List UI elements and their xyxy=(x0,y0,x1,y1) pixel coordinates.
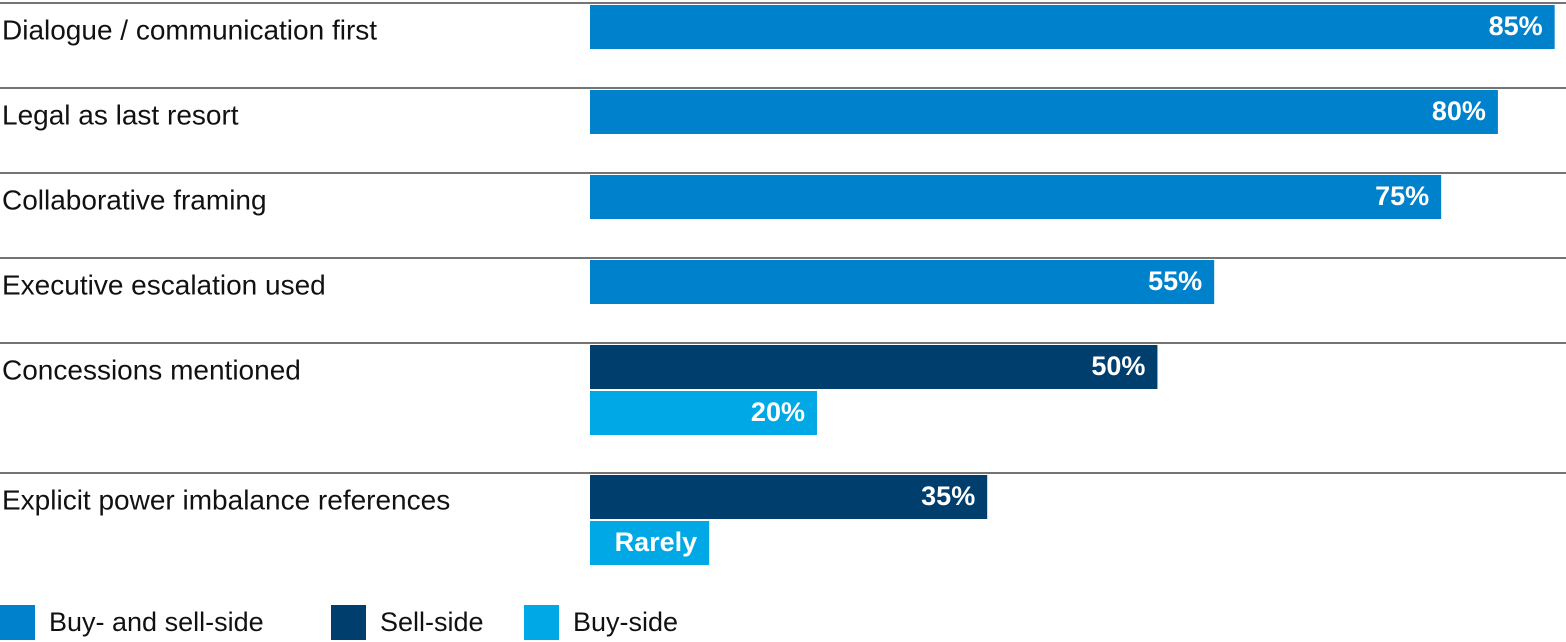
bar xyxy=(590,521,710,565)
legend-label: Buy- and sell-side xyxy=(49,607,264,637)
bar xyxy=(590,175,1442,219)
category-label: Executive escalation used xyxy=(2,269,326,300)
value-label: 50% xyxy=(1091,351,1145,381)
category-label: Legal as last resort xyxy=(2,99,239,130)
category-label: Concessions mentioned xyxy=(2,354,301,385)
category-label: Dialogue / communication first xyxy=(2,14,377,45)
legend-swatch xyxy=(0,605,35,640)
legend-swatch xyxy=(331,605,366,640)
bar xyxy=(590,5,1555,49)
value-label: 80% xyxy=(1432,96,1486,126)
value-label: 35% xyxy=(921,481,975,511)
bar xyxy=(590,260,1215,304)
value-label: 55% xyxy=(1148,266,1202,296)
legend-label: Sell-side xyxy=(380,607,484,637)
category-label: Collaborative framing xyxy=(2,184,267,215)
value-label: 75% xyxy=(1375,181,1429,211)
bar xyxy=(590,391,817,435)
value-label: 85% xyxy=(1489,11,1543,41)
legend-swatch xyxy=(524,605,559,640)
bar xyxy=(590,345,1158,389)
bar xyxy=(590,90,1498,134)
category-label: Explicit power imbalance references xyxy=(2,484,450,515)
value-label: 20% xyxy=(751,397,805,427)
legend-label: Buy-side xyxy=(573,607,678,637)
value-label: Rarely xyxy=(615,527,698,557)
bar xyxy=(590,475,988,519)
